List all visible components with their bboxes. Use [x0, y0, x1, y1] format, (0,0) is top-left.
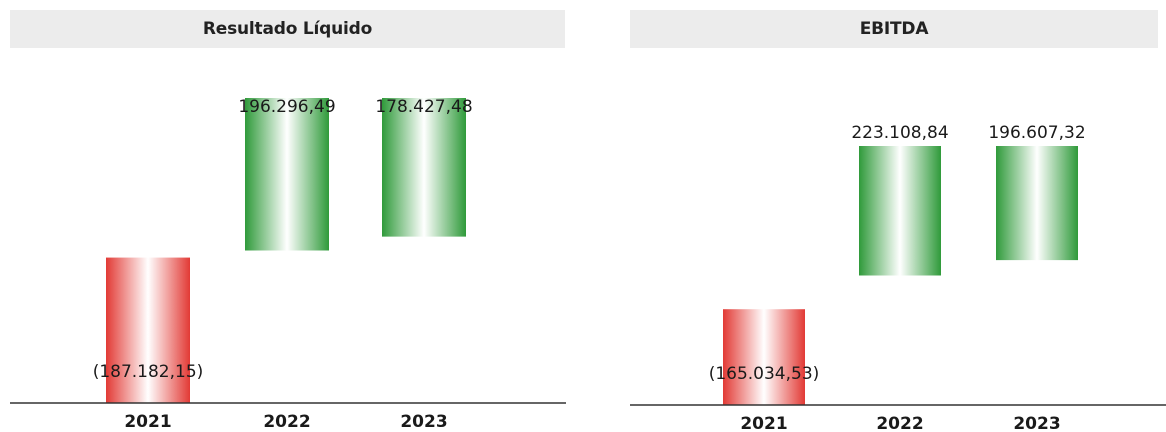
bar-2023 — [382, 98, 466, 237]
bar-2022 — [859, 146, 941, 276]
bar-2021 — [723, 309, 805, 405]
bar-2023 — [996, 146, 1078, 261]
x-tick-label-2023: 2023 — [1013, 414, 1060, 432]
chart-ebitda: (165.034,53) 2021 223.108,84 2022 196.607,32… — [630, 123, 1166, 432]
x-tick-label-2021: 2021 — [124, 412, 171, 432]
data-label-2022: 196.296,49 — [238, 97, 335, 117]
bar-2021 — [106, 257, 190, 403]
x-tick-label-2022: 2022 — [876, 414, 923, 432]
chart-panel-resultado-liquido: Resultado Líquido (187.182,15) 2021 196.29… — [0, 0, 580, 432]
chart-title: Resultado Líquido — [10, 10, 565, 48]
chart-title: EBITDA — [630, 10, 1158, 48]
data-label-2023: 196.607,32 — [988, 123, 1085, 143]
data-label-2021: (187.182,15) — [93, 362, 204, 382]
chart-panel-ebitda: EBITDA (165.034,53) 2021 223.108,84 2022 196… — [620, 0, 1166, 432]
x-tick-label-2023: 2023 — [400, 412, 447, 432]
data-label-2021: (165.034,53) — [709, 364, 820, 384]
bar-2022 — [245, 98, 329, 251]
data-label-2023: 178.427,48 — [375, 97, 472, 117]
x-tick-label-2022: 2022 — [263, 412, 310, 432]
data-label-2022: 223.108,84 — [851, 123, 948, 143]
chart-resultado-liquido: (187.182,15) 2021 196.296,49 2022 178.427,48… — [10, 97, 566, 432]
x-tick-label-2021: 2021 — [740, 414, 787, 432]
